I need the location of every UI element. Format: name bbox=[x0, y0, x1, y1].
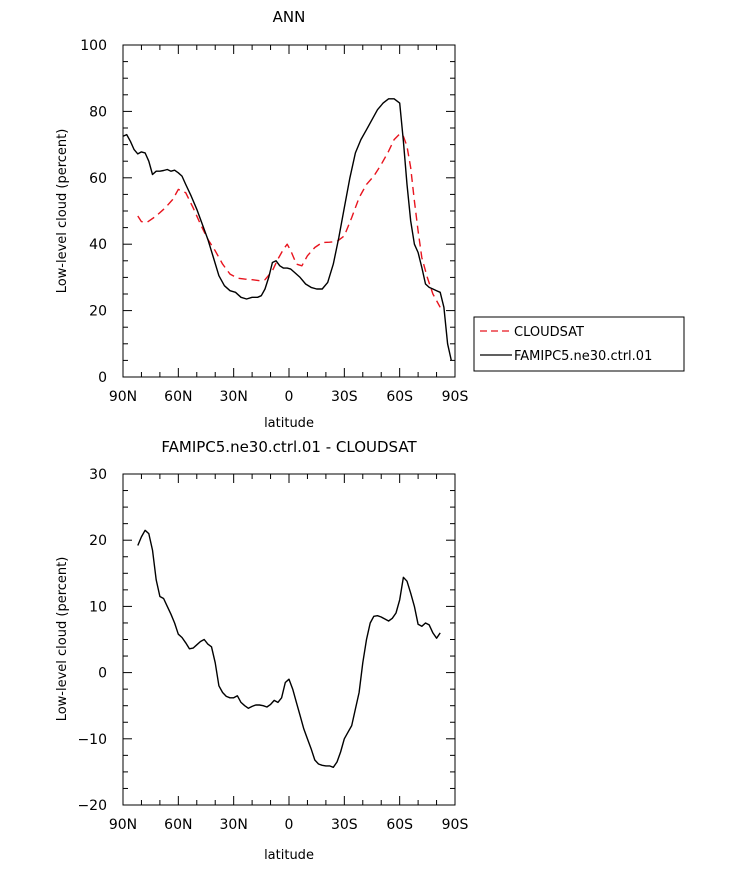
top-ytick-label: 0 bbox=[98, 370, 107, 386]
top-ytick-label: 40 bbox=[89, 237, 107, 253]
legend-box bbox=[473, 316, 685, 372]
top-series-famipc5-ne30-ctrl-01 bbox=[122, 98, 452, 361]
top-ytick-label: 20 bbox=[89, 304, 107, 320]
top-ytick-label: 60 bbox=[89, 171, 107, 187]
legend: CLOUDSAT FAMIPC5.ne30.ctrl.01 bbox=[473, 316, 685, 372]
bottom-ytick-label: −10 bbox=[77, 732, 107, 748]
top-ylabel: Low-level cloud (percent) bbox=[55, 129, 70, 294]
bottom-ytick-label: 0 bbox=[98, 666, 107, 682]
top-xtick-label: 90N bbox=[109, 389, 137, 405]
bottom-panel: FAMIPC5.ne30.ctrl.01 - CLOUDSAT 90N 60N 30… bbox=[55, 438, 468, 863]
bottom-frame bbox=[122, 473, 456, 806]
top-frame bbox=[122, 44, 456, 378]
top-xlabel: latitude bbox=[264, 416, 314, 431]
top-ytick-label: 80 bbox=[89, 104, 107, 120]
bottom-xtick-label: 30N bbox=[220, 817, 248, 833]
bottom-xtick-label: 30S bbox=[331, 817, 358, 833]
bottom-ytick-label: −20 bbox=[77, 798, 107, 814]
bottom-xlabel: latitude bbox=[264, 848, 314, 863]
bottom-xtick-label: 60N bbox=[164, 817, 192, 833]
top-series-cloudsat bbox=[137, 133, 441, 308]
bottom-plot-area: 90N 60N 30N 0 30S 60S 90S −20 −10 0 10 20 30 bbox=[77, 467, 468, 833]
bottom-ytick-label: 30 bbox=[89, 467, 107, 483]
top-xtick-label: 60N bbox=[164, 389, 192, 405]
legend-label-famipc5: FAMIPC5.ne30.ctrl.01 bbox=[514, 349, 652, 364]
top-xtick-label: 30N bbox=[220, 389, 248, 405]
top-title: ANN bbox=[273, 8, 306, 26]
top-xtick-label: 0 bbox=[285, 389, 294, 405]
legend-label-cloudsat: CLOUDSAT bbox=[514, 325, 584, 340]
top-panel: ANN 90N 60N 30N 0 30S 60S 90S 0 20 40 60 80 100 lati… bbox=[55, 8, 468, 431]
top-xtick-label: 30S bbox=[331, 389, 358, 405]
bottom-ytick-label: 10 bbox=[89, 599, 107, 615]
bottom-ylabel: Low-level cloud (percent) bbox=[55, 557, 70, 722]
top-xtick-label: 60S bbox=[386, 389, 413, 405]
bottom-xtick-label: 0 bbox=[285, 817, 294, 833]
bottom-series-difference bbox=[137, 529, 441, 768]
bottom-title: FAMIPC5.ne30.ctrl.01 - CLOUDSAT bbox=[161, 438, 417, 456]
bottom-xtick-label: 60S bbox=[386, 817, 413, 833]
top-xtick-label: 90S bbox=[442, 389, 469, 405]
bottom-xtick-label: 90N bbox=[109, 817, 137, 833]
top-ytick-label: 100 bbox=[80, 38, 107, 54]
bottom-xtick-label: 90S bbox=[442, 817, 469, 833]
bottom-ytick-label: 20 bbox=[89, 533, 107, 549]
top-plot-area: 90N 60N 30N 0 30S 60S 90S 0 20 40 60 80 100 bbox=[80, 38, 468, 405]
